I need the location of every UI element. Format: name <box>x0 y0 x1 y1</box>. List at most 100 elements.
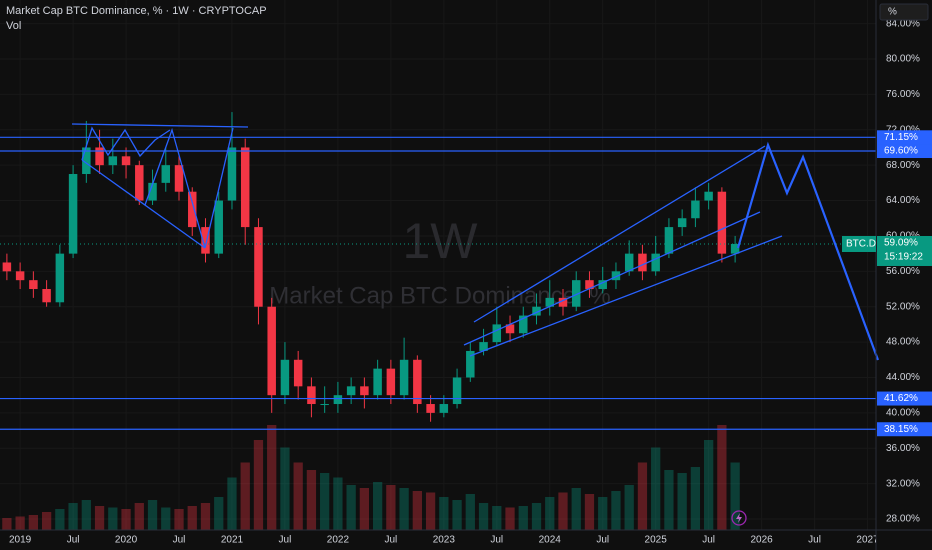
volume-bar <box>68 503 78 530</box>
x-tick-label: Jul <box>702 535 715 546</box>
volume-bar <box>531 503 542 530</box>
candle-body <box>121 156 131 166</box>
candle-body <box>254 227 263 307</box>
volume-bar <box>15 516 25 530</box>
x-tick-label: 2025 <box>645 535 668 546</box>
volume-bar <box>425 492 436 530</box>
volume-bar <box>359 488 370 530</box>
volume-bar <box>637 462 648 530</box>
candle-body <box>55 253 65 303</box>
x-tick-label: Jul <box>384 535 397 546</box>
x-tick-label: 2022 <box>327 535 350 546</box>
candle-body <box>717 191 727 254</box>
x-tick-label: 2027 <box>856 535 879 546</box>
volume-bar <box>518 506 528 530</box>
volume-bar <box>306 470 317 530</box>
level-lines <box>0 136 876 430</box>
candle-body <box>545 297 554 307</box>
candle-body <box>15 271 25 281</box>
volume-bar <box>584 494 595 530</box>
candle-body <box>426 404 435 413</box>
candle-body <box>148 182 157 201</box>
candle-body <box>585 280 594 290</box>
unit-button[interactable] <box>879 3 929 21</box>
candle-body <box>638 253 647 272</box>
volume-bar <box>134 503 144 530</box>
volume-bar <box>677 473 687 530</box>
price-labels: 71.15% 69.60% 41.62% 38.15% BTC.D 59.09% 15:19… <box>842 130 932 437</box>
candle-body <box>691 200 700 219</box>
candle-body <box>413 359 422 405</box>
candle-body <box>704 191 713 201</box>
candle-body <box>29 280 38 290</box>
x-tick-label: Jul <box>490 535 503 546</box>
candle-body <box>188 191 197 228</box>
y-tick-label: 28.00% <box>886 514 920 525</box>
trendline <box>81 159 206 249</box>
watermark-interval: 1W <box>403 213 479 269</box>
volume-bar <box>386 485 396 530</box>
volume-bar <box>333 477 343 530</box>
candle-body <box>333 395 343 405</box>
volume-bar <box>320 473 330 530</box>
volume-bar <box>478 503 489 530</box>
symbol-label: BTC.D <box>846 239 876 250</box>
y-tick-label: 32.00% <box>886 478 920 489</box>
x-tick-label: 2019 <box>9 535 32 546</box>
candle-body <box>452 377 462 405</box>
level-label: 69.60% <box>884 146 918 157</box>
candle-body <box>624 253 634 272</box>
volume-bar <box>81 500 91 530</box>
level-label-bg <box>877 130 932 145</box>
level-label-bg <box>877 144 932 159</box>
candle-body <box>95 147 104 166</box>
candle-body <box>399 359 409 396</box>
candle-body <box>161 165 171 183</box>
candle-body <box>42 289 51 303</box>
candle-body <box>201 227 210 254</box>
candle-body <box>532 306 541 316</box>
volume-bar <box>121 509 131 530</box>
candle-body <box>664 227 674 254</box>
x-tick-label: 2026 <box>750 535 773 546</box>
volume-bar <box>664 470 674 530</box>
y-tick-label: 64.00% <box>886 195 920 206</box>
volume-bar <box>598 497 608 530</box>
candle-body <box>293 359 303 387</box>
y-tick-label: 36.00% <box>886 443 920 454</box>
level-label: 41.62% <box>884 393 918 404</box>
candle-body <box>346 386 356 396</box>
candle-layer <box>2 112 740 422</box>
volume-bar <box>147 500 158 530</box>
candle-body <box>651 253 660 272</box>
volume-bar <box>651 447 661 530</box>
y-tick-label: 44.00% <box>886 372 920 383</box>
x-tick-label: Jul <box>279 535 292 546</box>
volume-bar <box>624 485 634 530</box>
volume-bar <box>200 503 211 530</box>
volume-bar <box>240 462 250 530</box>
y-tick-label: 84.00% <box>886 18 920 29</box>
candle-body <box>466 350 475 378</box>
volume-bar <box>412 491 422 530</box>
volume-bar <box>717 425 727 530</box>
volume-label: Vol <box>6 20 21 32</box>
last-price-bg <box>877 235 932 266</box>
candle-body <box>571 280 581 307</box>
volume-bar <box>108 507 118 530</box>
candle-body <box>280 359 290 396</box>
x-tick-label: Jul <box>808 535 821 546</box>
volume-bar <box>558 492 568 530</box>
candle-body <box>558 297 568 307</box>
countdown: 15:19:22 <box>884 252 923 263</box>
candle-body <box>505 324 515 334</box>
x-tick-label: 2021 <box>221 535 244 546</box>
volume-bar <box>214 497 224 530</box>
volume-bar <box>174 509 184 530</box>
volume-bar <box>399 488 409 530</box>
unit-button-label[interactable]: % <box>888 7 897 18</box>
candle-body <box>479 342 488 351</box>
volume-bar <box>611 491 621 530</box>
symbol-label-bg <box>842 235 876 252</box>
